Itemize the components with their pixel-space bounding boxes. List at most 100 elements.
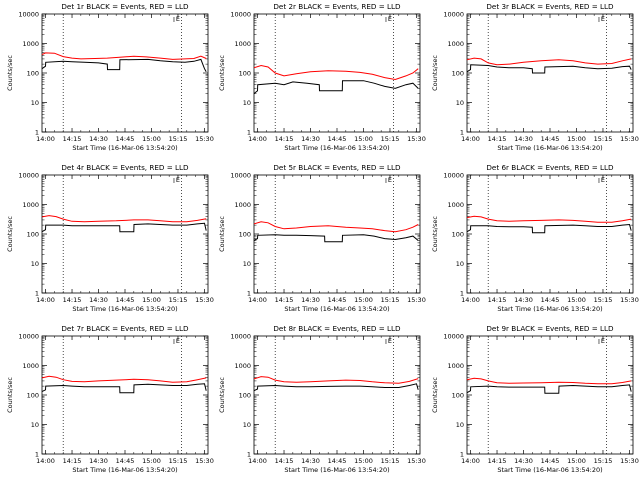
x-tick-label: 14:30: [301, 135, 320, 143]
x-tick-label: 15:00: [567, 296, 586, 304]
panel-title: Det 8r BLACK = Events, RED = LLD: [273, 324, 401, 333]
x-tick-label: 15:00: [354, 296, 373, 304]
y-tick-label: 10000: [443, 11, 464, 19]
y-tick-label: 1000: [234, 201, 251, 209]
x-tick-label: 15:00: [142, 296, 161, 304]
y-tick-label: 10: [243, 260, 251, 268]
plot-frame: [41, 13, 209, 133]
panel-title: Det 5r BLACK = Events, RED = LLD: [273, 163, 401, 172]
x-tick-label: 15:30: [407, 457, 426, 465]
y-tick-label: 10000: [230, 333, 251, 341]
x-tick-label: 15:00: [142, 135, 161, 143]
lld-series-line: [253, 221, 419, 233]
marker-glyph: E: [388, 176, 392, 184]
x-tick-label: 15:15: [594, 296, 613, 304]
marker-glyph: E: [601, 337, 605, 345]
x-tick-label: 15:00: [567, 135, 586, 143]
x-axis-label: Start Time (16-Mar-06 13:54:20): [497, 466, 602, 474]
x-axis-label: Start Time (16-Mar-06 13:54:20): [497, 305, 602, 313]
x-tick-label: 15:30: [407, 296, 426, 304]
x-axis-label: Start Time (16-Mar-06 13:54:20): [72, 305, 177, 313]
x-axis-label: Start Time (16-Mar-06 13:54:20): [284, 144, 389, 152]
events-series-line: [41, 58, 207, 73]
y-tick-label: 10: [456, 99, 464, 107]
events-series-line: [466, 223, 632, 234]
lld-series-line: [41, 375, 207, 383]
x-tick-label: 14:30: [514, 457, 533, 465]
plot-frame: [253, 13, 421, 133]
detector-panel-5: Det 5r BLACK = Events, RED = LLD 1 10 100 10…: [218, 163, 426, 313]
x-tick-label: 14:00: [36, 457, 55, 465]
x-tick-label: 15:30: [620, 457, 639, 465]
y-tick-label: 100: [452, 231, 464, 239]
x-tick-label: 15:15: [169, 457, 188, 465]
x-tick-label: 15:15: [169, 135, 188, 143]
detector-panel-8: Det 8r BLACK = Events, RED = LLD 1 10 100 10…: [218, 324, 426, 474]
y-axis-label: Counts/sec: [431, 55, 439, 91]
y-tick-label: 1: [460, 129, 464, 137]
x-tick-label: 14:15: [63, 296, 82, 304]
x-tick-label: 15:30: [620, 296, 639, 304]
y-tick-label: 10: [243, 421, 251, 429]
y-tick-label: 1: [247, 129, 251, 137]
x-tick-label: 14:30: [301, 296, 320, 304]
y-axis-label: Counts/sec: [431, 377, 439, 413]
events-series-line: [253, 234, 419, 243]
x-tick-label: 14:15: [275, 457, 294, 465]
y-tick-label: 10000: [18, 172, 39, 180]
x-tick-label: 15:30: [407, 135, 426, 143]
x-tick-label: 15:30: [195, 457, 214, 465]
x-tick-label: 14:45: [541, 135, 560, 143]
lld-series-line: [466, 57, 632, 66]
x-axis-label: Start Time (16-Mar-06 13:54:20): [284, 305, 389, 313]
marker-glyph: E: [388, 15, 392, 23]
lld-series-line: [41, 52, 207, 60]
x-tick-label: 14:30: [514, 135, 533, 143]
plot-frame: [466, 13, 634, 133]
x-tick-label: 14:15: [488, 135, 507, 143]
y-tick-label: 10000: [443, 172, 464, 180]
x-tick-label: 14:45: [328, 135, 347, 143]
x-tick-label: 14:15: [488, 457, 507, 465]
y-tick-label: 10: [243, 99, 251, 107]
marker-glyph: E: [176, 15, 180, 23]
lld-series-line: [41, 215, 207, 223]
y-tick-label: 1000: [447, 362, 464, 370]
y-tick-label: 10000: [18, 333, 39, 341]
panel-title: Det 6r BLACK = Events, RED = LLD: [486, 163, 614, 172]
events-series-line: [41, 222, 207, 233]
x-axis-label: Start Time (16-Mar-06 13:54:20): [284, 466, 389, 474]
y-tick-label: 10: [31, 260, 39, 268]
x-tick-label: 15:15: [594, 457, 613, 465]
events-series-line: [41, 383, 207, 394]
y-tick-label: 1000: [22, 201, 39, 209]
x-tick-label: 15:15: [381, 296, 400, 304]
y-tick-label: 100: [27, 231, 39, 239]
marker-glyph: E: [601, 176, 605, 184]
y-tick-label: 1000: [447, 40, 464, 48]
x-tick-label: 14:45: [328, 296, 347, 304]
x-axis-label: Start Time (16-Mar-06 13:54:20): [497, 144, 602, 152]
plot-frame: [41, 174, 209, 294]
x-tick-label: 14:15: [488, 296, 507, 304]
y-tick-label: 1: [35, 290, 39, 298]
events-series-line: [466, 64, 632, 74]
x-tick-label: 15:30: [620, 135, 639, 143]
events-series-line: [466, 384, 632, 394]
lld-series-line: [466, 377, 632, 385]
x-tick-label: 14:00: [36, 296, 55, 304]
y-tick-label: 1000: [22, 362, 39, 370]
y-tick-label: 100: [27, 70, 39, 78]
y-axis-label: Counts/sec: [218, 55, 226, 91]
y-tick-label: 1: [460, 290, 464, 298]
marker-glyph: E: [176, 176, 180, 184]
y-tick-label: 1000: [234, 362, 251, 370]
y-axis-label: Counts/sec: [6, 377, 14, 413]
y-axis-label: Counts/sec: [6, 216, 14, 252]
x-tick-label: 15:30: [195, 135, 214, 143]
plot-frame: [466, 335, 634, 455]
y-axis-label: Counts/sec: [218, 377, 226, 413]
y-tick-label: 1: [35, 451, 39, 459]
panel-title: Det 4r BLACK = Events, RED = LLD: [61, 163, 189, 172]
